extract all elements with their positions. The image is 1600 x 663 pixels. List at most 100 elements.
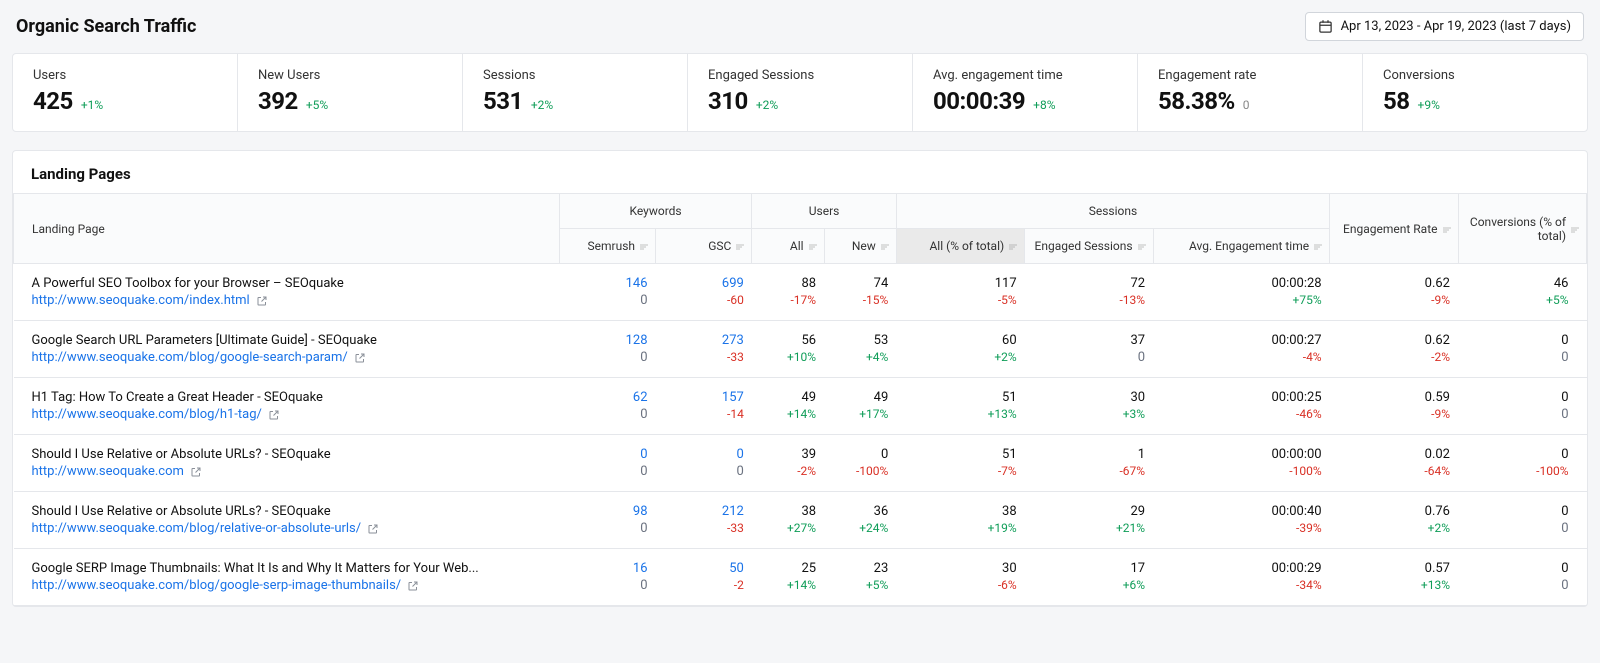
metric-value: 531	[483, 87, 523, 115]
metric-delta: +2%	[531, 98, 553, 112]
table-cell: 0.62-9%	[1330, 264, 1458, 321]
landing-page-url[interactable]: http://www.seoquake.com/index.html	[32, 293, 250, 308]
landing-page-cell: A Powerful SEO Toolbox for your Browser …	[14, 264, 560, 321]
landing-page-url[interactable]: http://www.seoquake.com/blog/google-serp…	[32, 578, 402, 593]
table-cell: 0-100%	[824, 435, 896, 492]
page-header: Organic Search Traffic Apr 13, 2023 - Ap…	[12, 12, 1588, 41]
metric-value: 310	[708, 87, 748, 115]
col-landing-page[interactable]: Landing Page	[14, 194, 560, 264]
col-group-keywords: Keywords	[559, 194, 752, 229]
table-cell: 0-100%	[1458, 435, 1587, 492]
landing-page-url[interactable]: http://www.seoquake.com	[32, 464, 184, 479]
metric-delta: +5%	[306, 98, 328, 112]
table-title: Landing Pages	[13, 151, 1587, 193]
table-cell: 1-67%	[1025, 435, 1153, 492]
metric-value: 58.38%	[1158, 87, 1235, 115]
metric-value: 58	[1383, 87, 1410, 115]
metric-label: Users	[33, 68, 217, 83]
metric-label: Engagement rate	[1158, 68, 1342, 83]
table-cell: 38+27%	[752, 492, 824, 549]
summary-metric[interactable]: Engaged Sessions310+2%	[687, 54, 912, 131]
metric-delta: +2%	[756, 98, 778, 112]
table-cell: 25+14%	[752, 549, 824, 606]
calendar-icon	[1318, 19, 1333, 34]
landing-pages-table: Landing Page Keywords Users Sessions Eng…	[13, 193, 1587, 606]
metric-delta: +9%	[1418, 98, 1440, 112]
metric-label: Conversions	[1383, 68, 1567, 83]
table-cell: 74-15%	[824, 264, 896, 321]
table-cell: 00	[1458, 378, 1587, 435]
summary-metric[interactable]: Engagement rate58.38%0	[1137, 54, 1362, 131]
landing-page-url[interactable]: http://www.seoquake.com/blog/relative-or…	[32, 521, 362, 536]
external-link-icon	[268, 409, 280, 421]
date-range-label: Apr 13, 2023 - Apr 19, 2023 (last 7 days…	[1341, 19, 1571, 34]
metric-value: 00:00:39	[933, 87, 1025, 115]
summary-metric[interactable]: Conversions 58 +9%	[1362, 54, 1587, 131]
col-users-all[interactable]: All	[752, 229, 824, 264]
table-cell: 88-17%	[752, 264, 824, 321]
summary-metric[interactable]: Users425+1%	[13, 54, 237, 131]
summary-metric[interactable]: Sessions531+2%	[462, 54, 687, 131]
external-link-icon	[190, 466, 202, 478]
col-avg-engagement-time[interactable]: Avg. Engagement time	[1153, 229, 1330, 264]
table-row: Google Search URL Parameters [Ultimate G…	[14, 321, 1587, 378]
date-range-picker[interactable]: Apr 13, 2023 - Apr 19, 2023 (last 7 days…	[1305, 12, 1584, 41]
landing-page-cell: Should I Use Relative or Absolute URLs? …	[14, 492, 560, 549]
landing-page-cell: Google SERP Image Thumbnails: What It Is…	[14, 549, 560, 606]
table-cell: 38+19%	[896, 492, 1024, 549]
table-cell: 30+3%	[1025, 378, 1153, 435]
col-group-sessions: Sessions	[896, 194, 1329, 229]
table-cell: 1280	[559, 321, 655, 378]
external-link-icon	[407, 580, 419, 592]
table-row: Google SERP Image Thumbnails: What It Is…	[14, 549, 1587, 606]
table-cell: 23+5%	[824, 549, 896, 606]
table-cell: 00:00:27-4%	[1153, 321, 1330, 378]
table-cell: 117-5%	[896, 264, 1024, 321]
table-cell: 1460	[559, 264, 655, 321]
table-cell: 370	[1025, 321, 1153, 378]
table-cell: 51+13%	[896, 378, 1024, 435]
table-cell: 53+4%	[824, 321, 896, 378]
table-cell: 00:00:00-100%	[1153, 435, 1330, 492]
table-cell: 0.76+2%	[1330, 492, 1458, 549]
table-cell: 0.59-9%	[1330, 378, 1458, 435]
col-sessions-all[interactable]: All (% of total)	[896, 229, 1024, 264]
landing-page-title: Google Search URL Parameters [Ultimate G…	[32, 333, 550, 348]
landing-pages-card: Landing Pages Landing Page Keywords User…	[12, 150, 1588, 607]
table-cell: 30-6%	[896, 549, 1024, 606]
landing-page-title: H1 Tag: How To Create a Great Header - S…	[32, 390, 550, 405]
table-cell: 00:00:40-39%	[1153, 492, 1330, 549]
table-cell: 699-60	[656, 264, 752, 321]
summary-metric[interactable]: Avg. engagement time 00:00:39 +8%	[912, 54, 1137, 131]
page-title: Organic Search Traffic	[16, 16, 196, 37]
landing-page-url[interactable]: http://www.seoquake.com/blog/h1-tag/	[32, 407, 262, 422]
landing-page-title: Should I Use Relative or Absolute URLs? …	[32, 504, 550, 519]
col-users-new[interactable]: New	[824, 229, 896, 264]
col-engagement-rate[interactable]: Engagement Rate	[1330, 194, 1458, 264]
table-cell: 980	[559, 492, 655, 549]
external-link-icon	[354, 352, 366, 364]
col-conversions[interactable]: Conversions (% of total)	[1458, 194, 1587, 264]
summary-metric[interactable]: New Users392+5%	[237, 54, 462, 131]
landing-page-cell: Google Search URL Parameters [Ultimate G…	[14, 321, 560, 378]
table-cell: 36+24%	[824, 492, 896, 549]
col-engaged-sessions[interactable]: Engaged Sessions	[1025, 229, 1153, 264]
col-group-users: Users	[752, 194, 896, 229]
table-cell: 51-7%	[896, 435, 1024, 492]
table-cell: 00	[1458, 321, 1587, 378]
table-cell: 00	[656, 435, 752, 492]
table-cell: 00	[559, 435, 655, 492]
table-cell: 60+2%	[896, 321, 1024, 378]
col-semrush[interactable]: Semrush	[559, 229, 655, 264]
table-cell: 46+5%	[1458, 264, 1587, 321]
landing-page-cell: H1 Tag: How To Create a Great Header - S…	[14, 378, 560, 435]
table-cell: 212-33	[656, 492, 752, 549]
metric-delta: +8%	[1033, 98, 1055, 112]
table-row: H1 Tag: How To Create a Great Header - S…	[14, 378, 1587, 435]
table-row: A Powerful SEO Toolbox for your Browser …	[14, 264, 1587, 321]
table-cell: 17+6%	[1025, 549, 1153, 606]
metric-value: 425	[33, 87, 73, 115]
landing-page-url[interactable]: http://www.seoquake.com/blog/google-sear…	[32, 350, 348, 365]
col-gsc[interactable]: GSC	[656, 229, 752, 264]
metric-label: Avg. engagement time	[933, 68, 1117, 83]
